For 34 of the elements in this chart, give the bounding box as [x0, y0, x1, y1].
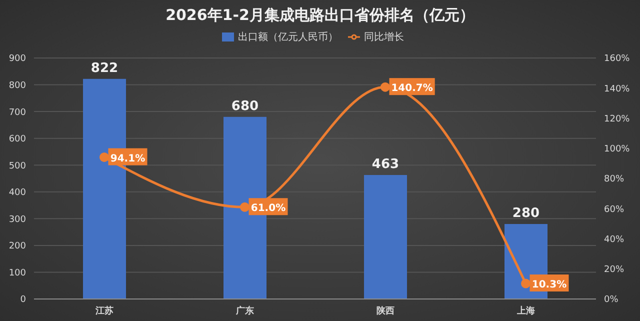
- y2-tick-label: 40%: [604, 234, 624, 245]
- y2-tick-label: 160%: [604, 54, 630, 64]
- y-tick-label: 600: [8, 134, 26, 145]
- data-label: 280: [512, 206, 540, 222]
- y-tick-label: 200: [8, 242, 26, 252]
- data-label: 61.0%: [250, 203, 286, 214]
- y-tick-label: 900: [8, 54, 26, 64]
- data-label: 94.1%: [110, 153, 146, 164]
- x-tick-label: 上海: [516, 305, 535, 316]
- y2-tick-label: 80%: [604, 174, 624, 185]
- data-label: 822: [90, 60, 118, 76]
- data-label: 680: [231, 98, 259, 114]
- x-tick-label: 陕西: [376, 305, 394, 316]
- y-tick-label: 500: [8, 161, 26, 172]
- y-tick-label: 300: [8, 214, 26, 225]
- data-label: 10.3%: [532, 279, 567, 290]
- y2-tick-label: 140%: [604, 84, 630, 94]
- y-tick-label: 800: [8, 80, 26, 91]
- chart-title: 2026年1-2月集成电路出口省份排名（亿元）: [164, 6, 476, 25]
- y2-tick-label: 60%: [604, 204, 624, 215]
- x-tick-label: 广东: [234, 305, 254, 316]
- data-label: 140.7%: [391, 83, 433, 94]
- y2-tick-label: 0%: [604, 295, 619, 306]
- y-tick-label: 100: [8, 268, 26, 278]
- legend-label: 出口额（亿元人民币）: [238, 32, 338, 43]
- y2-tick-label: 120%: [604, 114, 630, 124]
- y2-tick-label: 100%: [604, 144, 630, 155]
- y-tick-label: 0: [20, 295, 26, 306]
- y-tick-label: 400: [8, 188, 26, 198]
- x-tick-label: 江苏: [94, 305, 114, 316]
- legend-label: 同比增长: [364, 32, 404, 43]
- y2-tick-label: 20%: [604, 265, 624, 276]
- data-label: 463: [372, 157, 400, 172]
- y-tick-label: 700: [8, 108, 26, 118]
